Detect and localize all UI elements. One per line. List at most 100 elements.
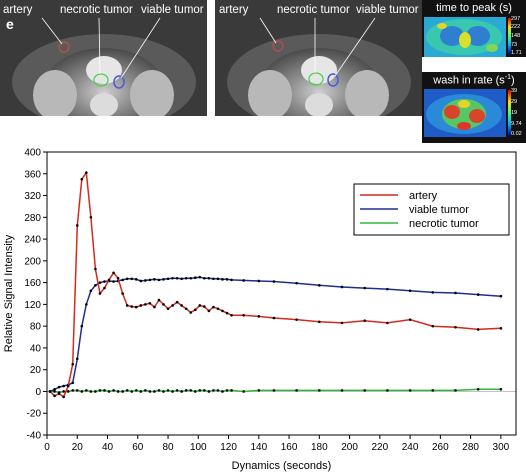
data-point (166, 307, 170, 311)
x-tick-label: 120 (220, 442, 237, 453)
data-point (94, 390, 97, 393)
mri-image-left: artery necrotic tumor viable tumor e (0, 0, 207, 116)
data-point (166, 389, 170, 392)
wash-in-rate-heatmap (424, 89, 511, 137)
data-point (203, 276, 206, 280)
data-point (230, 313, 233, 317)
mri-image-right: artery necrotic tumor viable tumor (215, 0, 422, 116)
wir-scale-min: 0.02 (511, 131, 522, 137)
data-point (175, 300, 179, 304)
data-point (139, 304, 143, 307)
ttp-scale-2: 222 (511, 24, 521, 30)
data-point (107, 278, 111, 282)
data-point (198, 275, 202, 279)
series-line-viable-tumor (49, 276, 501, 393)
data-point (130, 277, 134, 281)
data-point (242, 390, 245, 393)
y-tick-label: 0 (35, 387, 41, 398)
series-line-artery (49, 170, 501, 399)
data-point (112, 389, 115, 392)
data-point (157, 389, 161, 392)
data-point (476, 293, 480, 296)
data-point (216, 389, 220, 392)
data-point (148, 390, 152, 393)
data-point (80, 324, 84, 328)
data-point (175, 276, 179, 280)
ttp-scale-3: 148 (511, 33, 521, 39)
viable-roi (327, 73, 339, 87)
data-point (153, 278, 156, 281)
data-point (89, 289, 93, 293)
data-point (207, 309, 211, 313)
data-point (193, 390, 197, 393)
data-point (180, 277, 183, 281)
data-point (363, 389, 367, 392)
y-tick-label: -40 (27, 431, 42, 442)
x-tick-label: 220 (371, 442, 388, 453)
data-point (242, 279, 245, 282)
data-point (66, 390, 70, 393)
data-point (207, 276, 211, 280)
data-point (139, 390, 143, 393)
data-point (162, 303, 165, 306)
data-point (89, 216, 93, 219)
y-tick-label: -20 (27, 409, 42, 420)
x-tick-label: 60 (132, 442, 144, 453)
data-point (225, 311, 229, 315)
data-point (134, 278, 138, 281)
data-point (130, 305, 134, 308)
y-tick-label: 80 (30, 322, 42, 333)
plot-frame (46, 151, 517, 436)
viable-tumor-label: viable tumor (356, 4, 419, 16)
time-to-peak-title: time to peak (s) (436, 2, 512, 14)
data-point (340, 321, 344, 325)
data-point (153, 390, 156, 393)
data-point (203, 389, 206, 392)
legend-label: artery (409, 190, 438, 202)
viable-tumor-label: viable tumor (141, 4, 204, 16)
necrotic-roi (308, 72, 324, 86)
data-point (189, 276, 193, 280)
data-point (203, 305, 206, 308)
data-point (121, 390, 124, 393)
y-tick-label: 280 (24, 213, 41, 224)
data-point (340, 389, 344, 392)
data-point (144, 389, 147, 392)
data-point (125, 277, 129, 281)
y-tick-label: 200 (24, 256, 41, 267)
data-point (75, 389, 79, 392)
data-point (85, 171, 88, 174)
x-tick-label: 240 (402, 442, 419, 453)
data-point (98, 292, 102, 295)
mri-pelvis-left (12, 17, 196, 116)
legend-label: viable tumor (409, 204, 469, 216)
data-point (71, 381, 75, 385)
data-point (180, 304, 183, 307)
data-point (103, 389, 106, 392)
data-point (94, 267, 97, 271)
data-point (221, 309, 224, 313)
y-tick-label: 120 (24, 300, 41, 311)
data-point (116, 276, 120, 280)
data-point (408, 389, 412, 392)
data-point (53, 394, 56, 398)
data-point (184, 389, 188, 392)
data-point (408, 318, 412, 321)
x-tick-label: 20 (72, 442, 84, 453)
data-point (89, 390, 93, 393)
wash-in-rate-title: wash in rate (s-1) (422, 74, 526, 87)
wir-scale-2: 29 (511, 99, 518, 105)
data-point (157, 278, 161, 282)
wash-in-rate-title-main: wash in rate (s (433, 74, 505, 87)
data-point (184, 307, 188, 311)
wash-in-rate-title-close: ) (511, 74, 515, 87)
artery-label: artery (3, 4, 33, 16)
data-point (139, 279, 143, 283)
data-point (103, 280, 106, 283)
data-point (476, 387, 480, 391)
wir-scale-3: 19 (511, 110, 518, 116)
viable-roi (113, 75, 125, 89)
data-point (75, 357, 79, 361)
data-point (184, 276, 188, 280)
data-point (193, 308, 197, 312)
